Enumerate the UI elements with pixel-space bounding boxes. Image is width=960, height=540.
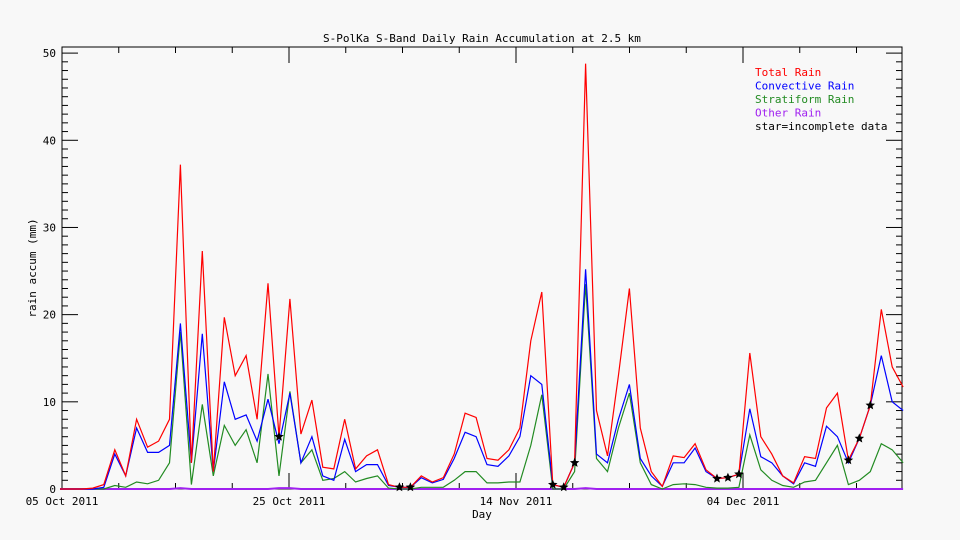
y-tick-label: 30	[43, 221, 56, 234]
incomplete-data-star-icon	[405, 482, 416, 492]
legend-entry: Convective Rain	[755, 80, 854, 93]
incomplete-data-star-icon	[723, 472, 733, 482]
chart-title: S-PolKa S-Band Daily Rain Accumulation a…	[323, 32, 641, 45]
y-tick-label: 10	[43, 396, 56, 409]
legend-entry: Other Rain	[755, 107, 821, 120]
incomplete-data-star-icon	[712, 473, 722, 483]
x-tick-label: 05 Oct 2011	[26, 495, 99, 508]
x-axis-label: Day	[472, 508, 492, 521]
series-line-other-rain	[60, 487, 904, 490]
incomplete-data-star-icon	[734, 469, 744, 479]
series-line-convective-rain	[60, 269, 904, 490]
incomplete-data-star-icon	[843, 455, 854, 465]
incomplete-data-star-icon	[394, 482, 405, 492]
y-tick-label: 50	[43, 47, 56, 60]
legend-note: star=incomplete data	[755, 120, 887, 133]
y-axis-label: rain accum (mm)	[26, 218, 39, 317]
incomplete-data-star-icon	[274, 431, 284, 441]
incomplete-data-star-icon	[558, 482, 569, 492]
incomplete-data-star-icon	[865, 400, 876, 410]
y-tick-label: 20	[43, 309, 56, 322]
x-tick-label: 25 Oct 2011	[253, 495, 326, 508]
incomplete-data-star-icon	[569, 457, 580, 467]
series-line-total-rain	[60, 63, 904, 490]
legend-entry: Stratiform Rain	[755, 93, 854, 106]
legend-entry: Total Rain	[755, 66, 821, 79]
x-tick-label: 04 Dec 2011	[707, 495, 780, 508]
y-tick-label: 40	[43, 134, 56, 147]
x-tick-label: 14 Nov 2011	[480, 495, 553, 508]
series-line-stratiform-rain	[60, 284, 904, 490]
incomplete-data-star-icon	[548, 479, 558, 489]
incomplete-data-star-icon	[854, 433, 865, 443]
y-tick-label: 0	[49, 483, 56, 496]
